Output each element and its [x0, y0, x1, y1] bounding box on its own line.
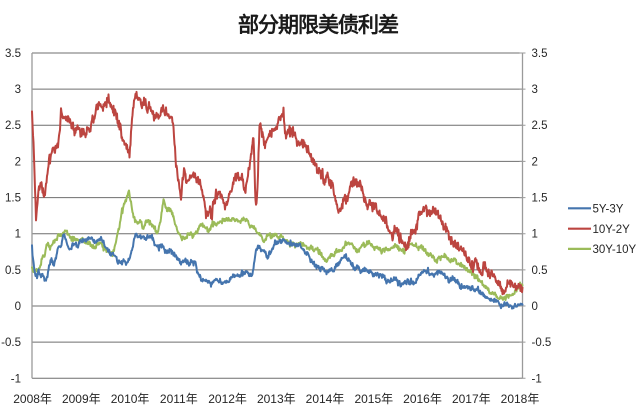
svg-text:2009年: 2009年	[62, 392, 101, 406]
svg-text:2: 2	[532, 156, 538, 168]
svg-text:2.5: 2.5	[532, 120, 548, 132]
svg-text:0: 0	[15, 301, 21, 313]
svg-text:2012年: 2012年	[208, 392, 247, 406]
svg-text:2016年: 2016年	[403, 392, 442, 406]
svg-text:1.5: 1.5	[532, 193, 548, 205]
svg-text:2015年: 2015年	[354, 392, 393, 406]
svg-text:2008年: 2008年	[13, 392, 52, 406]
svg-text:2.5: 2.5	[5, 120, 21, 132]
svg-text:-1: -1	[532, 373, 542, 385]
svg-text:1.5: 1.5	[5, 193, 21, 205]
svg-text:1: 1	[532, 229, 538, 241]
svg-text:-1: -1	[11, 373, 21, 385]
svg-text:3: 3	[15, 84, 21, 96]
svg-text:30Y-10Y: 30Y-10Y	[593, 244, 637, 256]
svg-text:2010年: 2010年	[111, 392, 150, 406]
svg-text:3.5: 3.5	[5, 48, 21, 60]
svg-text:-0.5: -0.5	[1, 337, 21, 349]
svg-text:0: 0	[532, 301, 538, 313]
svg-text:2017年: 2017年	[452, 392, 491, 406]
svg-text:3.5: 3.5	[532, 48, 548, 60]
svg-text:2: 2	[15, 156, 21, 168]
svg-text:0.5: 0.5	[532, 265, 548, 277]
svg-text:3: 3	[532, 84, 538, 96]
svg-text:-0.5: -0.5	[532, 337, 552, 349]
svg-text:1: 1	[15, 229, 21, 241]
svg-text:0.5: 0.5	[5, 265, 21, 277]
svg-text:2018年: 2018年	[501, 392, 540, 406]
svg-text:10Y-2Y: 10Y-2Y	[593, 224, 631, 236]
svg-text:2011年: 2011年	[160, 392, 198, 406]
svg-text:2013年: 2013年	[257, 392, 296, 406]
svg-text:2014年: 2014年	[306, 392, 345, 406]
svg-text:5Y-3Y: 5Y-3Y	[593, 204, 624, 216]
